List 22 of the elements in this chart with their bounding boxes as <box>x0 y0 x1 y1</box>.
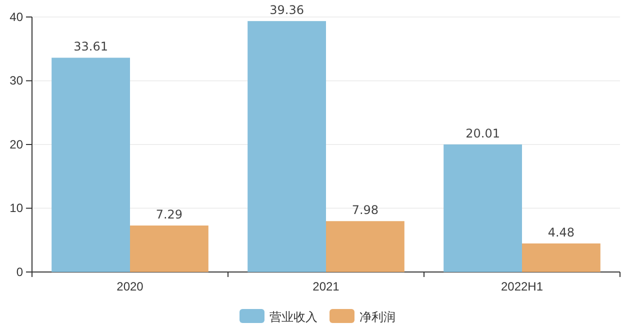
legend-label: 营业收入 <box>270 310 318 324</box>
y-tick-label: 10 <box>10 201 24 216</box>
bar <box>248 21 326 272</box>
y-tick-label: 30 <box>10 74 24 88</box>
data-label: 4.48 <box>548 225 575 240</box>
y-tick-label: 40 <box>10 10 24 24</box>
data-label: 33.61 <box>74 40 108 54</box>
bar <box>522 243 600 272</box>
bar <box>326 221 404 272</box>
x-tick-label: 2022H1 <box>500 280 544 294</box>
bar <box>52 58 130 272</box>
data-label: 7.29 <box>156 208 183 222</box>
legend-label: 净利润 <box>360 310 396 324</box>
y-tick-label: 0 <box>16 264 24 279</box>
x-tick-label: 2021 <box>312 280 340 294</box>
x-tick-label: 2020 <box>116 280 144 294</box>
data-label: 20.01 <box>466 126 500 140</box>
data-label: 7.98 <box>352 203 379 218</box>
bar <box>130 226 208 272</box>
data-label: 39.36 <box>270 3 304 18</box>
bar <box>444 144 522 272</box>
y-tick-label: 20 <box>10 137 24 152</box>
